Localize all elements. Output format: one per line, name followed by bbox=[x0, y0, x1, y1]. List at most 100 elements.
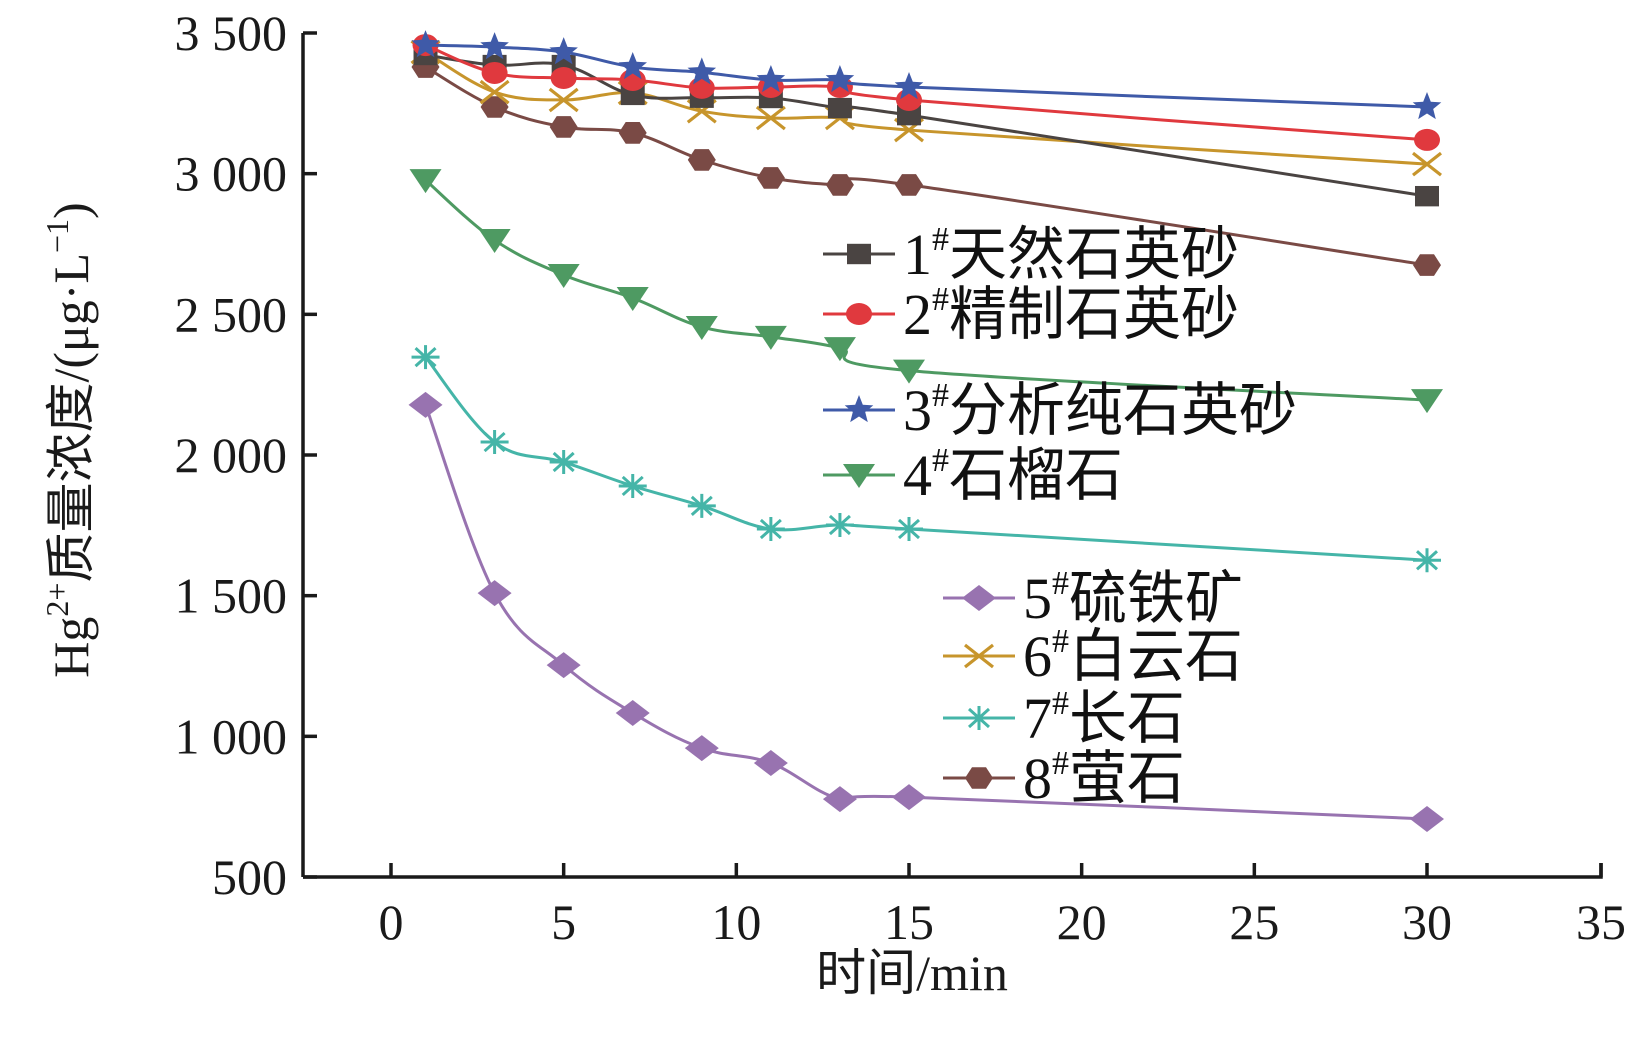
axes: 500 1 000 1 500 2 000 2 500 3 000 3 500 0 5 10 15… bbox=[175, 5, 1627, 950]
data-point bbox=[756, 516, 785, 541]
y-tick-label: 1 500 bbox=[175, 568, 288, 624]
legend-label: 4#石榴石 bbox=[903, 442, 1123, 508]
data-point bbox=[688, 76, 715, 99]
data-point bbox=[1412, 92, 1442, 120]
data-point bbox=[480, 430, 509, 455]
data-point bbox=[895, 516, 923, 541]
series-5 bbox=[408, 391, 1444, 833]
y-tick-label: 2 500 bbox=[175, 286, 288, 342]
data-point bbox=[1415, 185, 1439, 207]
data-point bbox=[825, 65, 855, 93]
x-tick-label: 15 bbox=[884, 894, 934, 950]
data-point bbox=[685, 315, 718, 340]
data-point bbox=[687, 57, 717, 85]
y-axis-title-main: Hg bbox=[43, 617, 99, 678]
data-point bbox=[823, 337, 856, 362]
legend-item-3: 3#分析纯石英砂 bbox=[823, 377, 1297, 443]
legend-item-8: 8#萤石 bbox=[943, 745, 1185, 811]
legend-marker bbox=[847, 243, 871, 265]
data-point bbox=[1414, 128, 1440, 151]
data-point bbox=[546, 652, 581, 679]
data-point bbox=[548, 87, 579, 113]
data-point bbox=[618, 52, 647, 80]
legend-item-1: 1#天然石英砂 bbox=[823, 221, 1239, 287]
data-point bbox=[687, 149, 716, 171]
legend-label: 7#长石 bbox=[1023, 685, 1185, 751]
data-point bbox=[477, 580, 512, 607]
legend-label: 3#分析纯石英砂 bbox=[903, 377, 1297, 443]
x-axis-title: 时间/min bbox=[816, 945, 1008, 1001]
legend-marker bbox=[964, 643, 994, 669]
legend-label: 2#精制石英砂 bbox=[903, 281, 1239, 347]
x-tick-label: 20 bbox=[1057, 894, 1107, 950]
legend-marker bbox=[965, 767, 993, 789]
series-4 bbox=[409, 169, 1443, 414]
data-point bbox=[409, 169, 442, 194]
data-point bbox=[549, 450, 578, 475]
data-point bbox=[825, 174, 854, 196]
data-point bbox=[408, 391, 443, 418]
y-tick-label: 2 000 bbox=[175, 427, 288, 483]
data-point bbox=[550, 67, 577, 90]
data-point bbox=[892, 784, 926, 811]
legend-marker bbox=[843, 464, 875, 488]
data-point bbox=[618, 473, 647, 498]
legend-item-2: 2#精制石英砂 bbox=[823, 281, 1239, 347]
legend-item-7: 7#长石 bbox=[943, 685, 1185, 751]
legend-label: 5#硫铁矿 bbox=[1023, 565, 1243, 631]
data-point bbox=[1413, 254, 1441, 276]
legend-label: 6#白云石 bbox=[1023, 623, 1243, 689]
data-point bbox=[620, 84, 645, 106]
x-tick-label: 35 bbox=[1576, 894, 1626, 950]
data-point bbox=[547, 263, 580, 288]
x-tick-label: 0 bbox=[379, 894, 404, 950]
data-point bbox=[549, 37, 578, 65]
x-tick-label: 5 bbox=[551, 894, 576, 950]
legend-marker bbox=[844, 395, 874, 423]
y-axis-title-rest: 质量浓度/(μg·L bbox=[43, 253, 99, 583]
y-axis-title: Hg2+质量浓度/(μg·L−1) bbox=[39, 202, 99, 677]
y-axis-title-sup: 2+ bbox=[39, 583, 75, 617]
y-tick-label: 3 000 bbox=[175, 146, 288, 202]
data-point bbox=[411, 30, 440, 58]
y-axis-title-close: ) bbox=[43, 202, 99, 219]
data-point bbox=[1411, 389, 1443, 414]
data-point bbox=[684, 735, 719, 762]
legend-marker bbox=[846, 303, 872, 325]
x-tick-label: 25 bbox=[1229, 894, 1279, 950]
data-point bbox=[411, 345, 440, 370]
data-point bbox=[756, 167, 785, 189]
x-ticks: 0 5 10 15 20 25 30 35 bbox=[379, 863, 1626, 950]
series-line-7 bbox=[424, 356, 1428, 562]
data-point bbox=[755, 105, 786, 131]
data-point bbox=[822, 786, 857, 813]
data-point bbox=[895, 174, 923, 196]
data-point bbox=[756, 65, 786, 93]
data-point bbox=[827, 97, 852, 119]
data-point bbox=[687, 493, 716, 518]
legend-item-4: 4#石榴石 bbox=[823, 442, 1123, 508]
series-layer bbox=[408, 30, 1444, 833]
data-point bbox=[754, 325, 787, 350]
legend-label: 1#天然石英砂 bbox=[903, 221, 1239, 287]
x-tick-label: 30 bbox=[1402, 894, 1452, 950]
data-point bbox=[1412, 151, 1442, 177]
series-7 bbox=[411, 345, 1441, 573]
series-line-5 bbox=[424, 404, 1428, 821]
y-tick-label: 500 bbox=[212, 849, 287, 905]
data-point bbox=[481, 61, 508, 84]
legend-label: 8#萤石 bbox=[1023, 745, 1185, 811]
y-tick-label: 3 500 bbox=[175, 5, 288, 61]
data-point bbox=[893, 359, 925, 384]
legend-marker bbox=[962, 585, 996, 611]
legend-item-6: 6#白云石 bbox=[943, 623, 1243, 689]
legend-item-5: 5#硫铁矿 bbox=[943, 565, 1243, 631]
data-point bbox=[478, 229, 511, 254]
data-point bbox=[894, 72, 924, 100]
data-point bbox=[897, 104, 921, 126]
data-point bbox=[618, 122, 647, 144]
data-point bbox=[1410, 806, 1444, 833]
series-3 bbox=[411, 30, 1442, 120]
